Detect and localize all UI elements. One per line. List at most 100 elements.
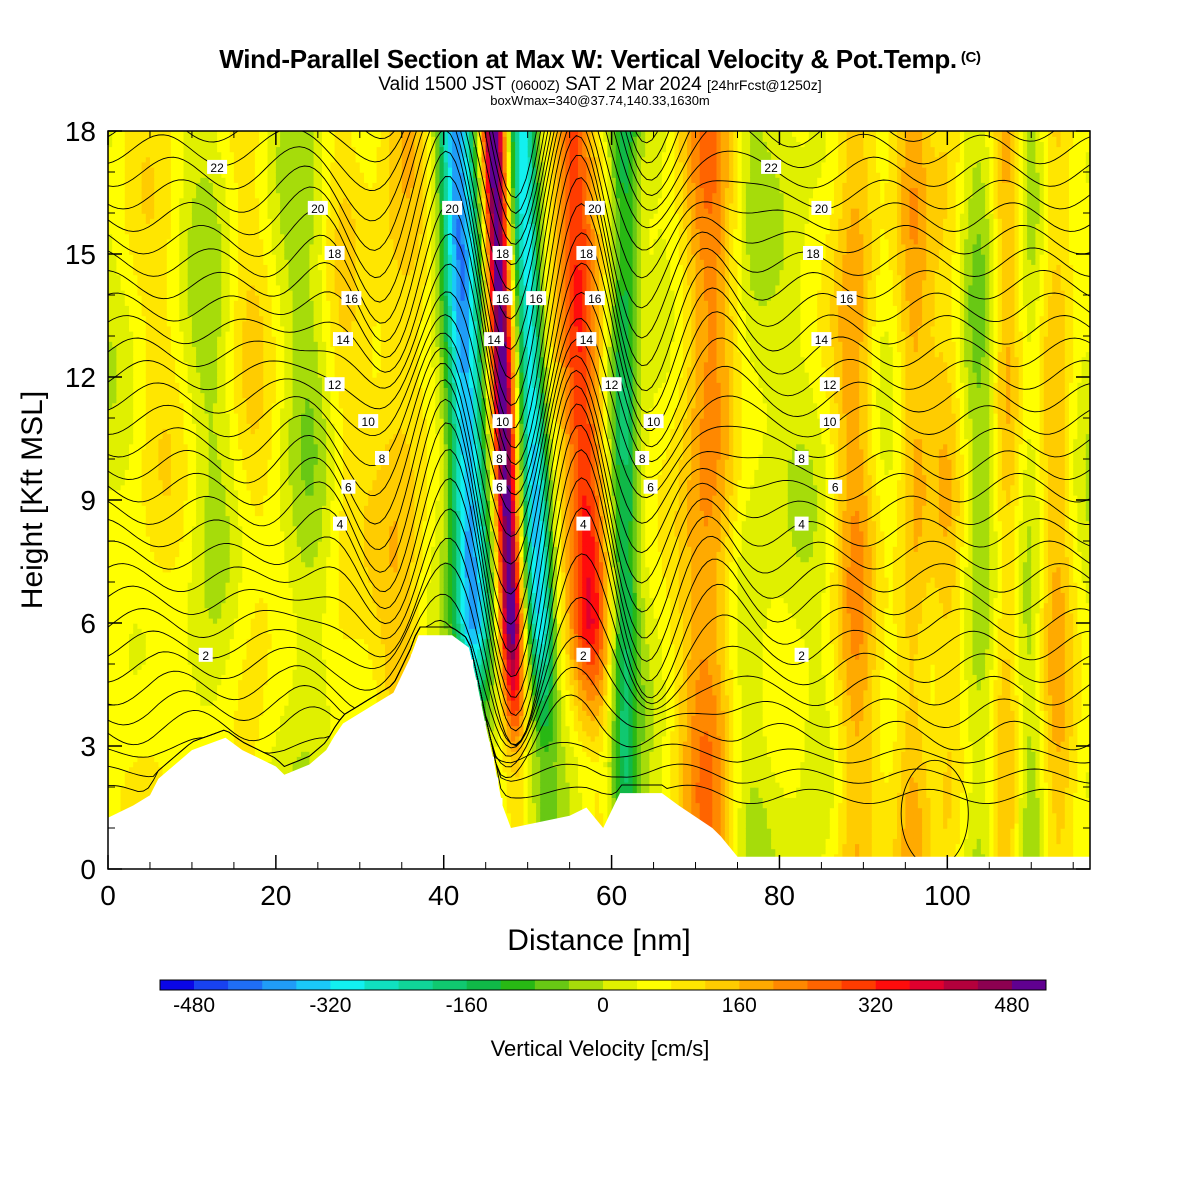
contour-label-text: 12 xyxy=(328,378,342,392)
contour-label-text: 22 xyxy=(764,161,778,175)
colorbar: -480 -320 -160 0 160 320 480 xyxy=(160,980,1046,1017)
x-tick-label: 0 xyxy=(100,880,116,911)
contour-label-text: 10 xyxy=(647,415,661,429)
colorbar-swatch xyxy=(842,980,876,990)
colorbar-swatch xyxy=(705,980,739,990)
colorbar-tick-label: 160 xyxy=(722,994,757,1017)
contour-label-text: 8 xyxy=(379,452,386,466)
contour-label: 12 xyxy=(602,377,622,392)
x-axis-label: Distance [nm] xyxy=(507,924,690,957)
contour-label-text: 20 xyxy=(815,202,829,216)
contour-label: 20 xyxy=(442,201,462,216)
contour-label: 4 xyxy=(576,517,590,532)
contour-label: 10 xyxy=(493,414,513,429)
contour-label-text: 6 xyxy=(832,481,839,495)
colorbar-swatch xyxy=(194,980,228,990)
contour-label: 14 xyxy=(811,332,831,347)
contour-label-text: 12 xyxy=(823,378,837,392)
contour-label: 8 xyxy=(375,451,389,466)
contour-label: 2 xyxy=(795,648,809,663)
x-tick-label: 40 xyxy=(428,880,459,911)
contour-label: 20 xyxy=(308,201,328,216)
contour-label-text: 6 xyxy=(647,481,654,495)
contour-label: 22 xyxy=(761,160,781,175)
contour-label-text: 18 xyxy=(328,247,342,261)
contour-label: 6 xyxy=(644,480,658,495)
contour-label-text: 14 xyxy=(580,333,594,347)
contour-label-text: 16 xyxy=(529,292,543,306)
contour-label-text: 10 xyxy=(362,415,376,429)
colorbar-swatch xyxy=(807,980,841,990)
contour-label-text: 4 xyxy=(337,518,344,532)
contour-label-text: 6 xyxy=(496,481,503,495)
x-tick-label: 100 xyxy=(924,880,971,911)
contour-label-text: 14 xyxy=(815,333,829,347)
contour-label: 20 xyxy=(811,201,831,216)
colorbar-swatch xyxy=(433,980,467,990)
y-tick-label: 9 xyxy=(80,485,96,516)
contour-label-text: 8 xyxy=(798,452,805,466)
colorbar-swatch xyxy=(773,980,807,990)
colorbar-tick-label: -480 xyxy=(173,994,215,1017)
contour-label-text: 2 xyxy=(202,649,209,663)
contour-label-text: 2 xyxy=(798,649,805,663)
contour-label: 14 xyxy=(484,332,504,347)
colorbar-swatch xyxy=(637,980,671,990)
colorbar-label: Vertical Velocity [cm/s] xyxy=(0,1036,1200,1062)
colorbar-swatch xyxy=(364,980,398,990)
contour-label: 6 xyxy=(828,480,842,495)
contour-label-text: 6 xyxy=(345,481,352,495)
contour-label-text: 18 xyxy=(496,247,510,261)
colorbar-swatch xyxy=(603,980,637,990)
x-tick-label: 60 xyxy=(596,880,627,911)
contour-label-text: 12 xyxy=(605,378,619,392)
contour-label-text: 20 xyxy=(311,202,325,216)
colorbar-tick-label: -160 xyxy=(446,994,488,1017)
contour-label: 16 xyxy=(341,291,361,306)
contour-label: 2 xyxy=(576,648,590,663)
colorbar-swatch xyxy=(228,980,262,990)
x-tick-label: 80 xyxy=(764,880,795,911)
y-tick-label: 15 xyxy=(65,239,96,270)
colorbar-swatch xyxy=(296,980,330,990)
colorbar-swatch xyxy=(399,980,433,990)
colorbar-tick-label: 320 xyxy=(858,994,893,1017)
contour-label: 22 xyxy=(207,160,227,175)
contour-label: 16 xyxy=(493,291,513,306)
y-tick-label: 6 xyxy=(80,608,96,639)
contour-label: 14 xyxy=(576,332,596,347)
colorbar-swatch xyxy=(739,980,773,990)
colorbar-swatch xyxy=(569,980,603,990)
contour-label-text: 16 xyxy=(588,292,602,306)
colorbar-swatch xyxy=(501,980,535,990)
contour-label-text: 2 xyxy=(580,649,587,663)
contour-label: 12 xyxy=(325,377,345,392)
section-chart: 2468101214161820222468101214161820681014… xyxy=(0,0,1200,1200)
colorbar-swatch xyxy=(876,980,910,990)
colorbar-swatch xyxy=(910,980,944,990)
contour-label-text: 16 xyxy=(840,292,854,306)
colorbar-swatch xyxy=(1012,980,1046,990)
contour-label: 20 xyxy=(585,201,605,216)
contour-label: 14 xyxy=(333,332,353,347)
contour-label: 8 xyxy=(795,451,809,466)
colorbar-swatch xyxy=(330,980,364,990)
contour-label-text: 16 xyxy=(496,292,510,306)
contour-label: 10 xyxy=(820,414,840,429)
contour-label: 18 xyxy=(576,246,596,261)
contour-label-text: 20 xyxy=(588,202,602,216)
contour-label: 4 xyxy=(795,517,809,532)
contour-label: 6 xyxy=(493,480,507,495)
contour-label-text: 20 xyxy=(445,202,459,216)
colorbar-swatch xyxy=(467,980,501,990)
contour-label-text: 18 xyxy=(580,247,594,261)
y-tick-label: 12 xyxy=(65,362,96,393)
contour-label-text: 4 xyxy=(580,518,587,532)
contour-label: 2 xyxy=(199,648,213,663)
contour-label-text: 14 xyxy=(487,333,501,347)
contour-label: 16 xyxy=(837,291,857,306)
colorbar-tick-label: 0 xyxy=(597,994,609,1017)
contour-label: 4 xyxy=(333,517,347,532)
x-tick-label: 20 xyxy=(260,880,291,911)
y-axis-label: Height [Kft MSL] xyxy=(16,391,49,609)
